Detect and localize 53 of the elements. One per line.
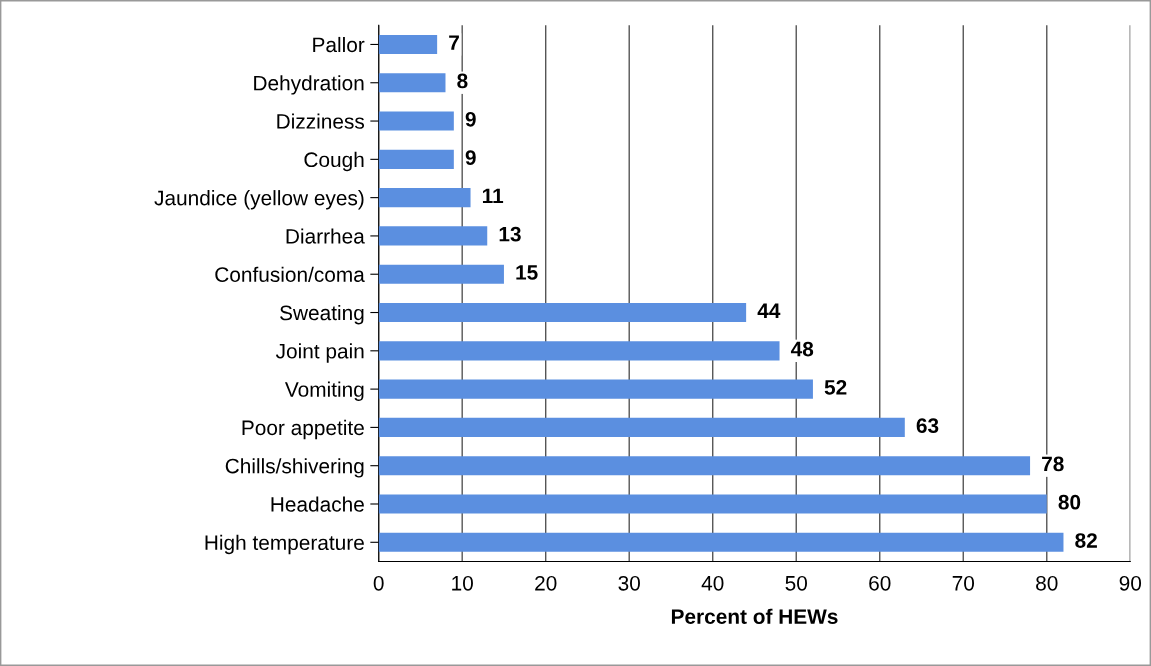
bar [378, 456, 1031, 476]
data-label: 11 [482, 188, 504, 204]
bar [378, 379, 813, 399]
x-tick-label: 40 [701, 575, 724, 591]
y-tick-label: Headache [271, 496, 364, 512]
data-label: 8 [457, 73, 468, 89]
data-label: 80 [1058, 494, 1081, 510]
bar [378, 73, 446, 93]
data-label: 13 [499, 226, 521, 242]
bar [378, 302, 747, 323]
x-tick-label: 0 [373, 575, 384, 591]
x-tick-label: 10 [452, 575, 473, 591]
bar [378, 532, 1064, 552]
data-label: 15 [516, 265, 538, 280]
data-label: 7 [449, 35, 459, 50]
y-tick-label: Pallor [313, 36, 365, 53]
y-tick-label: Dehydration [254, 75, 364, 95]
data-label: 82 [1075, 533, 1097, 548]
data-label: 48 [790, 341, 814, 357]
data-label: 63 [916, 418, 939, 434]
y-tick-label: Confusion/coma [215, 266, 365, 282]
y-tick-label: Vomiting [284, 381, 364, 401]
y-tick-label: High temperature [205, 534, 364, 555]
x-tick-label: 70 [952, 575, 975, 591]
data-label: 78 [1042, 456, 1064, 472]
y-tick-label: Diarrhea [286, 228, 365, 244]
x-tick-label: 20 [535, 575, 557, 591]
x-tick-label: 50 [785, 575, 808, 591]
y-tick-label: Dizziness [277, 113, 365, 129]
bar [378, 226, 488, 246]
x-tick-label: 30 [618, 575, 640, 591]
x-tick-label: 90 [1119, 575, 1142, 591]
bar [378, 494, 1047, 514]
data-label: 44 [757, 303, 781, 318]
bar [378, 149, 454, 169]
bar [378, 341, 780, 361]
y-tick-label: Poor appetite [242, 419, 364, 440]
bar [378, 264, 504, 284]
y-tick-label: Cough [304, 151, 364, 172]
data-label: 52 [824, 379, 847, 395]
y-tick-label: Chills/shivering [225, 458, 364, 478]
data-label: 9 [465, 150, 476, 165]
x-tick-label: 60 [869, 575, 891, 591]
bar [378, 188, 471, 208]
x-axis-title: Percent of HEWs [671, 608, 838, 624]
data-label: 9 [465, 111, 476, 127]
y-tick-label: Jaundice (yellow eyes) [154, 190, 364, 210]
x-tick-label: 80 [1036, 575, 1058, 591]
y-tick-label: Joint pain [275, 343, 364, 363]
y-tick-label: Sweating [280, 304, 364, 325]
bar [378, 417, 905, 437]
bar [378, 111, 454, 131]
bar [378, 34, 438, 55]
